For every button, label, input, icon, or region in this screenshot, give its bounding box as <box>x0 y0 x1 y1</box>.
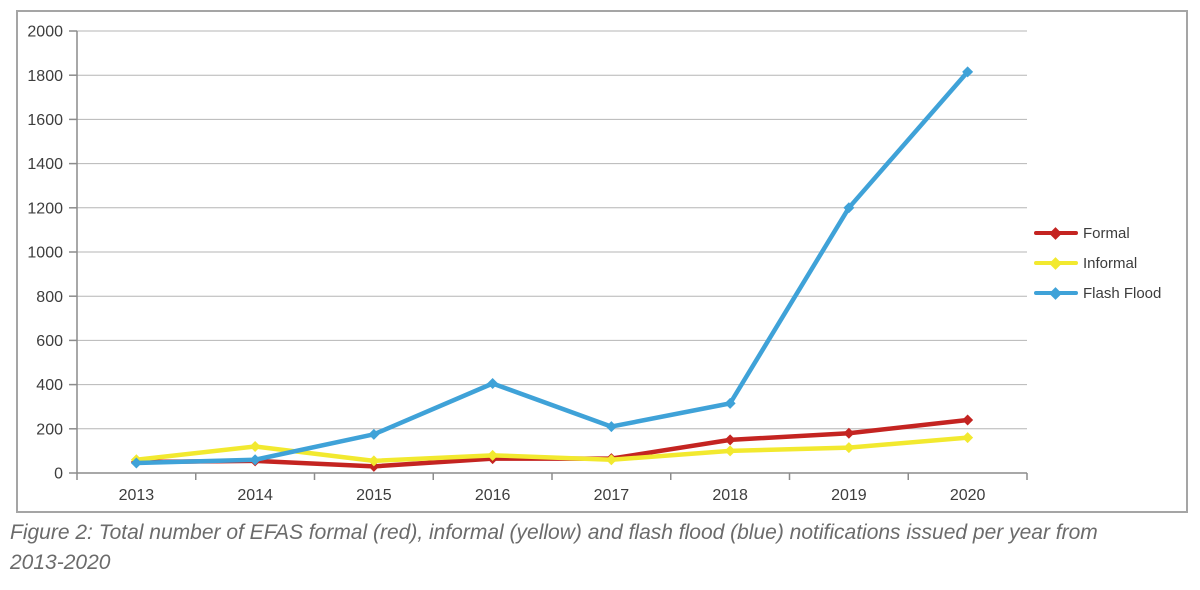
series-line-flash-flood <box>134 69 970 466</box>
data-point-flash-flood <box>368 428 380 440</box>
data-point-flash-flood <box>130 457 142 469</box>
data-point-flash-flood <box>843 202 855 214</box>
y-axis-label: 800 <box>36 289 63 306</box>
legend-label-informal: Informal <box>1083 254 1138 272</box>
formal-line-sample-icon <box>1034 226 1078 240</box>
data-point-flash-flood <box>724 397 736 409</box>
x-axis-label: 2018 <box>712 487 748 504</box>
data-point-flash-flood <box>962 66 974 78</box>
legend-diamond-icon <box>1049 226 1062 240</box>
data-point-informal <box>724 445 736 457</box>
y-axis-label: 1200 <box>27 200 63 217</box>
data-point-formal <box>962 414 974 426</box>
chart-figure: 0 200 400 600 800 1000 1200 1400 1600 1800 2000 201… <box>16 10 1188 513</box>
y-axis-label: 400 <box>36 377 63 394</box>
legend-item-formal: Formal <box>1034 218 1161 248</box>
y-axis-label: 0 <box>54 466 63 483</box>
y-axis-label: 1400 <box>27 156 63 173</box>
x-axis-label: 2016 <box>475 487 511 504</box>
series-line-informal <box>134 435 970 464</box>
data-point-informal <box>487 449 499 461</box>
data-point-formal <box>843 427 855 439</box>
flash-flood-line-sample-icon <box>1034 286 1078 300</box>
legend-item-flash-flood: Flash Flood <box>1034 278 1161 308</box>
data-point-formal <box>368 460 380 472</box>
data-point-informal <box>368 455 380 467</box>
x-axis-label: 2014 <box>237 487 273 504</box>
y-axis-label: 2000 <box>27 24 63 41</box>
data-point-flash-flood <box>605 421 617 433</box>
line-chart: 0 200 400 600 800 1000 1200 1400 1600 1800 2000 201… <box>27 24 1028 504</box>
y-axis-label: 600 <box>36 333 63 350</box>
data-point-flash-flood <box>249 454 261 466</box>
legend-diamond-icon <box>1049 256 1062 270</box>
data-point-informal <box>605 454 617 466</box>
chart-legend: Formal Informal Flash Flood <box>1034 218 1161 308</box>
x-axis-label: 2019 <box>831 487 867 504</box>
caption-line-2: 2013-2020 <box>10 550 111 574</box>
x-axis-label: 2015 <box>356 487 392 504</box>
data-point-informal <box>843 442 855 454</box>
x-axis-label: 2013 <box>119 487 155 504</box>
data-point-informal <box>249 440 261 452</box>
figure-caption: Figure 2: Total number of EFAS formal (r… <box>10 518 1195 578</box>
y-axis-label: 1600 <box>27 112 63 129</box>
legend-item-informal: Informal <box>1034 248 1161 278</box>
x-axis-label: 2020 <box>950 487 986 504</box>
y-axis-label: 200 <box>36 421 63 438</box>
legend-diamond-icon <box>1049 286 1062 300</box>
legend-label-flash-flood: Flash Flood <box>1083 284 1162 302</box>
caption-line-1: Figure 2: Total number of EFAS formal (r… <box>10 521 1098 544</box>
y-axis-label: 1000 <box>27 245 63 262</box>
data-point-informal <box>962 432 974 444</box>
x-axis-label: 2017 <box>594 487 630 504</box>
y-axis-label: 1800 <box>27 68 63 85</box>
data-point-flash-flood <box>487 377 499 389</box>
informal-line-sample-icon <box>1034 256 1078 270</box>
legend-label-formal: Formal <box>1083 224 1130 242</box>
data-point-formal <box>724 434 736 446</box>
